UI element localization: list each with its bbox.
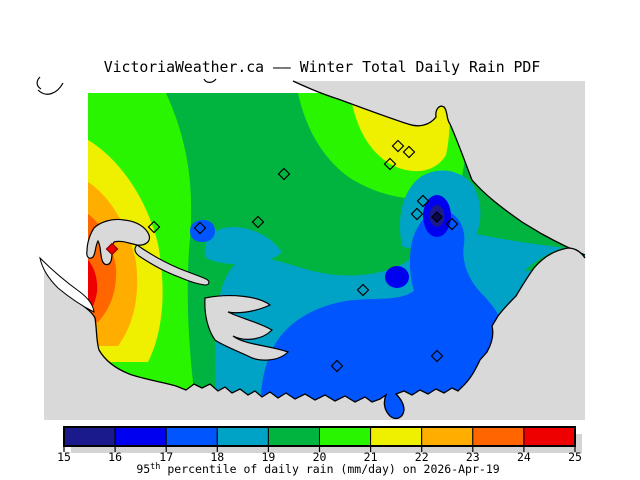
colorbar-segment: [267, 426, 320, 447]
colorbar-tick-label: 20: [313, 450, 327, 464]
colorbar-tick-label: 24: [517, 450, 531, 464]
islet-coast-fragment-c: [203, 78, 217, 83]
station-marker-open: [410, 207, 424, 221]
south-coastline: [43, 247, 586, 420]
harbour-water: [39, 256, 95, 313]
colorbar-tick-label: 15: [57, 450, 71, 464]
colorbar-segment: [523, 426, 576, 447]
spit-landform: [134, 244, 210, 286]
colorbar-tick-labels: 15 16 17 18 19 20 21 22 23 24 25: [57, 450, 582, 464]
colorbar-ticks: [63, 446, 576, 452]
station-marker-open: [356, 283, 370, 297]
colorbar-segment: [216, 426, 269, 447]
colorbar-tick-label: 16: [108, 450, 122, 464]
colorbar-segment: [63, 426, 116, 447]
station-marker-open: [251, 215, 265, 229]
station-marker-open: [416, 194, 430, 208]
colorbar-caption: 95th percentile of daily rain (mm/day) o…: [136, 462, 499, 476]
station-marker-open: [330, 359, 344, 373]
colorbar-segments: [63, 426, 576, 447]
map-title: VictoriaWeather.ca –– Winter Total Daily…: [104, 59, 541, 76]
colorbar-segment: [319, 426, 372, 447]
strait-landmass: [44, 248, 585, 420]
caption-number: 95: [136, 462, 150, 476]
colorbar-tick-label: 18: [210, 450, 224, 464]
colorbar-tick-label: 21: [364, 450, 378, 464]
colorbar-segment: [114, 426, 167, 447]
station-markers: [105, 139, 459, 373]
colorbar-segment: [421, 426, 474, 447]
station-marker-open: [391, 139, 405, 153]
caption-superscript: th: [150, 462, 160, 472]
station-marker-open: [430, 349, 444, 363]
caption-rest: percentile of daily rain (mm/day) on 202…: [160, 462, 499, 476]
colorbar-segment: [472, 426, 525, 447]
station-marker-open: [277, 167, 291, 181]
contour-band-16-core-b: [385, 266, 409, 288]
station-marker-open: [193, 221, 207, 235]
colorbar-tick-label: 17: [159, 450, 173, 464]
station-marker-open: [445, 217, 459, 231]
station-marker-filled: [431, 211, 443, 223]
contour-band-17: [190, 210, 512, 420]
islet-coast-fragment-b: [37, 82, 64, 95]
colorbar-segment: [370, 426, 423, 447]
mainland-landmass: [293, 81, 585, 255]
colorbar-tick-label: 19: [261, 450, 275, 464]
colorbar-tick-label: 23: [466, 450, 480, 464]
station-marker-open: [147, 220, 161, 234]
harbour-inlets: [204, 294, 290, 361]
station-marker-open: [383, 157, 397, 171]
colorbar-legend: 15 16 17 18 19 20 21 22 23 24 25 95th percentile o…: [57, 426, 582, 476]
basin-landmass: [86, 218, 151, 266]
islet-coast-fragment-a: [36, 76, 42, 90]
station-marker-open: [402, 145, 416, 159]
land-masses: [36, 76, 586, 420]
colorbar-tick-label: 25: [568, 450, 582, 464]
colorbar-tick-label: 22: [415, 450, 429, 464]
colorbar-segment: [165, 426, 218, 447]
mainland-coastline: [292, 80, 586, 256]
station-marker-red: [105, 242, 119, 256]
contour-band-24: [88, 260, 98, 313]
